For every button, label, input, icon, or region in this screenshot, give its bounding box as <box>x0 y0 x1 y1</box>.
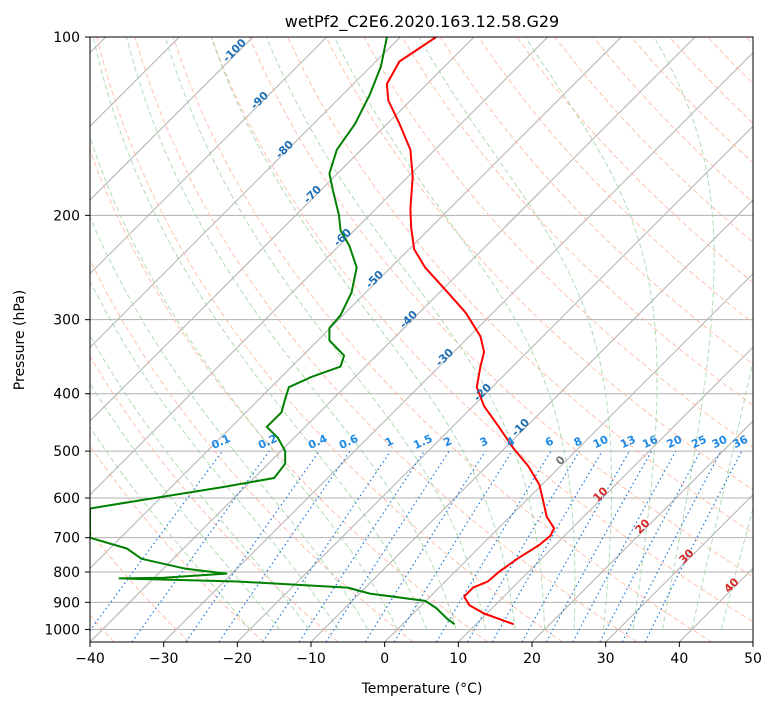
isotherm-line <box>605 493 753 642</box>
x-tick-label: 0 <box>380 651 389 667</box>
isotherm-line <box>384 272 753 642</box>
dry-adiabat <box>210 37 753 623</box>
moist-adiabat <box>266 37 546 630</box>
isotherm-line <box>310 199 753 642</box>
plot-frame <box>89 36 754 643</box>
y-tick-label: 200 <box>53 208 80 224</box>
dry-adiabat <box>134 37 638 642</box>
isotherm-line <box>457 346 753 642</box>
isotherm-line <box>90 37 622 570</box>
mixing-ratio-label: 20 <box>665 433 685 451</box>
mixing-ratio-line <box>393 450 513 642</box>
isotherm-line <box>752 641 753 642</box>
moist-adiabat <box>720 506 753 630</box>
x-tick-label: 30 <box>597 651 615 667</box>
mixing-ratio-line <box>466 450 580 642</box>
series-layer <box>90 37 556 626</box>
y-tick-label: 100 <box>53 30 80 46</box>
mixing-ratio-line <box>185 450 320 642</box>
mixing-ratio-label: 36 <box>731 433 751 451</box>
x-tick-label: −10 <box>296 651 326 667</box>
dry-adiabat <box>90 531 190 642</box>
series-line-temperature <box>385 37 556 626</box>
mixing-ratio-label: 13 <box>618 433 637 451</box>
moist-adiabat <box>90 135 398 630</box>
plot-background <box>90 37 753 642</box>
isotherm-line <box>90 37 549 496</box>
dry-adiabat <box>439 37 753 365</box>
moist-adiabat <box>691 358 753 630</box>
x-tick-label: −30 <box>149 651 179 667</box>
y-tick-label: 700 <box>53 531 80 547</box>
y-tick-label: 500 <box>53 444 80 460</box>
dry-adiabat <box>325 37 753 491</box>
x-tick-label: 20 <box>523 651 541 667</box>
chart-title: wetPf2_C2E6.2020.163.12.58.G29 <box>285 12 559 32</box>
mixing-ratio-label: 30 <box>710 433 730 451</box>
x-tick-label: −20 <box>223 651 253 667</box>
x-tick-label: −40 <box>75 651 105 667</box>
isotherm-line <box>236 125 753 642</box>
moist-adiabat <box>653 37 715 630</box>
dry-adiabat <box>90 355 339 642</box>
y-axis: 100 200 300 400 500 600 700 800 900 1000 <box>44 30 90 638</box>
isotherm-line <box>163 51 753 642</box>
x-tick-label: 10 <box>449 651 467 667</box>
x-axis: −40 −30 −20 −10 0 10 20 30 40 50 <box>75 642 762 667</box>
mixing-ratio-line <box>298 450 425 642</box>
y-tick-label: 800 <box>53 565 80 581</box>
isotherm-line <box>90 37 328 275</box>
mixing-ratio-label: 16 <box>640 433 660 451</box>
mixing-ratio-line <box>325 450 450 642</box>
dry-adiabat <box>249 37 753 578</box>
moist-adiabat <box>418 37 613 630</box>
dry-adiabat <box>401 37 753 406</box>
moist-adiabat <box>90 334 310 630</box>
moist-adiabat <box>524 37 658 630</box>
y-tick-label: 300 <box>53 313 80 329</box>
y-axis-label: Pressure (hPa) <box>12 290 28 390</box>
moist-adiabat <box>90 279 339 630</box>
isotherm-line <box>90 37 475 422</box>
mixing-ratio-line <box>218 450 351 642</box>
x-tick-label: 40 <box>670 651 688 667</box>
isotherm-line <box>90 37 254 201</box>
mixing-ratio-line <box>572 450 677 642</box>
mixing-ratio-line <box>364 450 486 642</box>
dry-adiabat <box>96 37 563 642</box>
dry-adiabat <box>516 37 753 284</box>
mixing-ratio-label: 10 <box>591 433 611 451</box>
moist-adiabat <box>92 37 428 630</box>
mixing-ratio-line <box>262 450 392 642</box>
y-tick-label: 600 <box>53 491 80 507</box>
x-tick-label: 50 <box>744 651 762 667</box>
dry-adiabat <box>172 37 712 642</box>
moist-adiabat <box>210 37 516 630</box>
series-line-dewpoint <box>90 37 456 626</box>
moist-adiabat <box>333 37 576 630</box>
moist-adiabat <box>126 37 457 630</box>
mixing-ratio-line <box>435 450 552 642</box>
x-axis-label: Temperature (°C) <box>361 681 483 697</box>
y-tick-label: 400 <box>53 387 80 403</box>
isotherm-line <box>531 420 753 642</box>
y-tick-label: 900 <box>53 595 80 611</box>
dry-adiabat <box>90 445 264 642</box>
y-tick-label: 1000 <box>44 622 80 638</box>
mixing-ratio-label: 25 <box>689 433 708 451</box>
isotherm-line <box>90 37 696 642</box>
dry-adiabat <box>90 148 488 642</box>
dry-adiabat <box>90 258 414 642</box>
mixing-ratio-line <box>599 450 702 642</box>
